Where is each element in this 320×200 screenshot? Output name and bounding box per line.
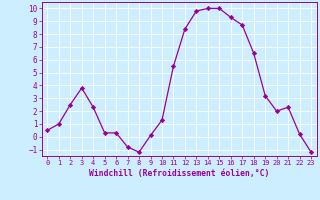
X-axis label: Windchill (Refroidissement éolien,°C): Windchill (Refroidissement éolien,°C)	[89, 169, 269, 178]
